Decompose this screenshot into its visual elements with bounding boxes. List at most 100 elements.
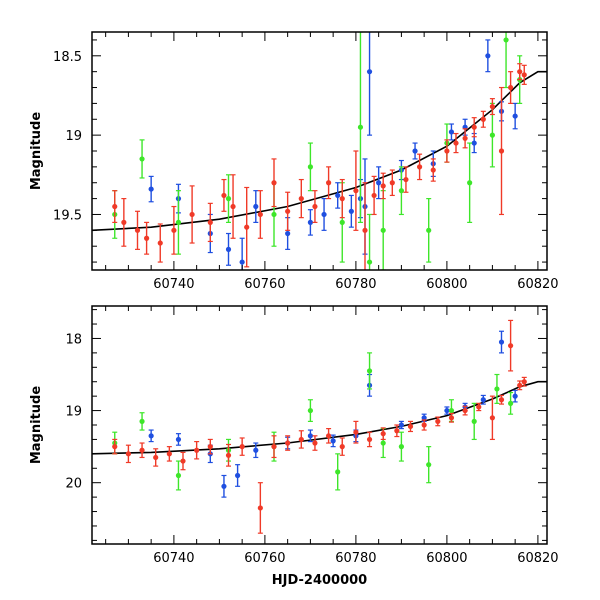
data-point	[448, 407, 455, 414]
data-point	[180, 458, 186, 464]
data-point	[339, 219, 345, 225]
data-point	[285, 230, 291, 237]
data-point	[471, 418, 477, 424]
data-point	[307, 219, 313, 225]
data-point	[503, 37, 509, 43]
data-point	[366, 69, 373, 75]
data-point	[508, 84, 514, 91]
data-point	[348, 208, 354, 214]
data-point	[494, 386, 500, 392]
data-point	[398, 188, 404, 194]
data-point	[157, 240, 163, 246]
x-tick-label: 60780	[335, 277, 376, 292]
series-red	[112, 319, 527, 534]
x-tick-label: 60800	[426, 551, 467, 566]
data-point	[326, 180, 332, 186]
data-point	[175, 436, 182, 443]
data-point	[471, 124, 477, 130]
data-point	[134, 227, 141, 233]
data-point	[512, 393, 518, 399]
data-point	[489, 103, 495, 110]
data-point	[430, 167, 436, 173]
series-blue	[148, 32, 518, 270]
data-point	[112, 444, 118, 450]
data-point	[239, 259, 245, 265]
data-point	[171, 227, 177, 233]
data-point	[326, 433, 332, 439]
data-point	[271, 180, 277, 186]
series-blue	[148, 330, 518, 498]
data-point	[139, 156, 145, 162]
data-point	[394, 428, 400, 434]
y-tick-label: 18	[65, 332, 82, 347]
data-point	[194, 447, 200, 453]
x-tick-label: 60820	[517, 277, 558, 292]
data-point	[498, 339, 505, 345]
data-point	[417, 164, 423, 170]
data-point	[376, 180, 382, 186]
data-point	[380, 183, 386, 189]
data-point	[307, 164, 313, 170]
data-point	[335, 469, 341, 475]
data-point	[225, 246, 232, 252]
data-point	[480, 116, 486, 122]
data-point	[498, 148, 505, 154]
x-tick-label: 60740	[153, 551, 194, 566]
data-point	[398, 422, 404, 428]
top-panel: 60740 60760 60780 60800 60820 18.5 19 19.5 Magni…	[29, 31, 559, 292]
data-point	[421, 415, 427, 421]
data-point	[225, 452, 232, 458]
model-curve	[92, 70, 547, 232]
data-point	[448, 129, 455, 135]
data-point	[353, 188, 359, 194]
data-point	[148, 186, 154, 192]
data-point	[366, 436, 373, 443]
data-point	[339, 196, 345, 202]
data-point	[517, 69, 523, 75]
y-axis-title: Magnitude	[29, 112, 44, 191]
data-point	[230, 203, 236, 210]
data-point	[508, 343, 514, 349]
data-point	[139, 447, 145, 453]
data-point	[498, 397, 505, 403]
y-axis-title: Magnitude	[29, 386, 44, 465]
data-point	[257, 505, 263, 511]
data-point	[398, 444, 404, 450]
data-point	[166, 451, 172, 457]
data-point	[489, 132, 495, 138]
data-point	[353, 429, 359, 435]
data-point	[407, 423, 414, 430]
data-point	[453, 140, 459, 146]
x-tick-label: 60740	[153, 277, 194, 292]
data-point	[235, 472, 241, 479]
y-tick-label: 18.5	[53, 50, 82, 65]
y-tick-label: 19	[65, 129, 82, 144]
data-point	[421, 422, 427, 428]
x-tick-label: 60820	[517, 551, 558, 566]
data-point	[521, 72, 527, 78]
data-point	[239, 444, 245, 450]
data-point	[357, 124, 364, 130]
data-point	[221, 192, 227, 199]
data-point	[412, 148, 418, 154]
plot-area	[92, 32, 547, 270]
data-point	[244, 224, 250, 230]
data-point	[426, 462, 432, 468]
model-curve	[92, 380, 547, 455]
data-point	[521, 379, 527, 385]
data-point	[371, 192, 377, 199]
data-point	[471, 140, 477, 146]
data-point	[207, 219, 213, 225]
data-point	[144, 235, 150, 241]
data-point	[489, 415, 495, 421]
data-point	[480, 397, 486, 403]
data-point	[189, 211, 195, 218]
data-point	[512, 113, 518, 119]
data-point	[307, 407, 313, 414]
series-green	[112, 352, 514, 491]
data-point	[139, 418, 145, 424]
data-point	[444, 148, 450, 154]
data-point	[271, 211, 277, 218]
data-point	[253, 447, 259, 453]
data-point	[121, 219, 127, 225]
